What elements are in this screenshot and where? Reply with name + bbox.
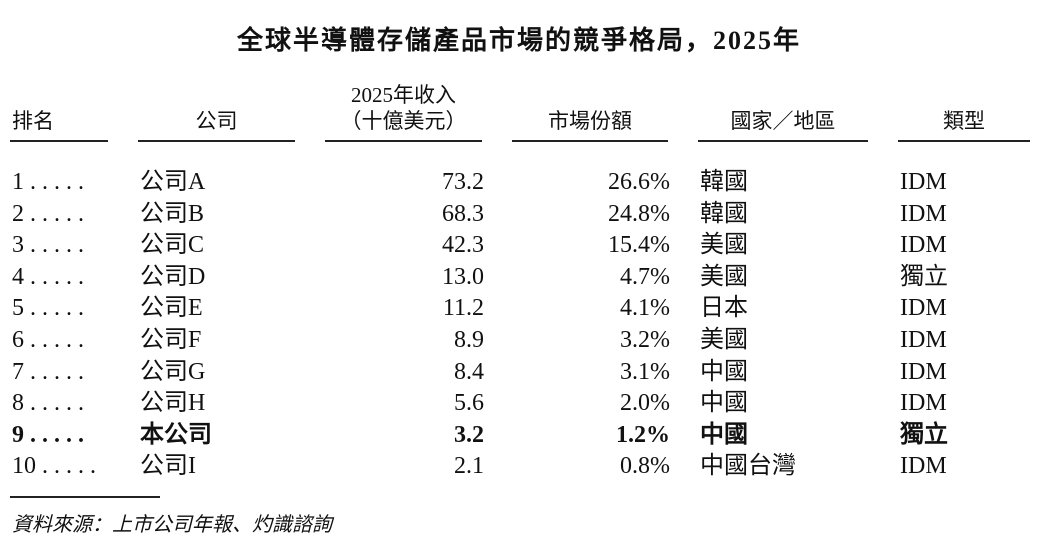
table-cell: 公司D: [140, 263, 206, 290]
table-cell: 5.6: [454, 390, 484, 417]
column-header: 公司: [195, 109, 238, 133]
table-cell: 42.3: [442, 232, 484, 259]
table-cell: 公司E: [140, 295, 203, 322]
table-cell: IDM: [900, 169, 947, 195]
table-cell: IDM: [900, 390, 947, 417]
table-cell: 0.8%: [620, 453, 670, 480]
column-header: 市場份額: [548, 109, 632, 133]
table-cell: 15.4%: [608, 232, 670, 259]
table-cell: IDM: [900, 200, 947, 227]
table-cell: 中國: [700, 358, 748, 385]
table-cell: 公司A: [140, 169, 206, 195]
table-cell: 公司G: [140, 358, 206, 385]
table-cell: 3 . . . . .: [12, 232, 84, 259]
table-cell: 公司I: [140, 453, 196, 480]
table-cell: 2 . . . . .: [12, 200, 84, 227]
table-cell: 4.7%: [620, 263, 670, 290]
table-cell: 8.9: [454, 327, 484, 353]
table-cell: 10 . . . . .: [12, 453, 96, 480]
header-rule: [138, 140, 295, 142]
column-header: 排名: [12, 109, 54, 133]
table-cell: 獨立: [900, 263, 948, 290]
table-cell: 26.6%: [608, 169, 670, 195]
table-cell: 11.2: [442, 295, 484, 322]
table-cell: 公司B: [140, 200, 205, 227]
column-header: 類型: [943, 109, 985, 133]
table-cell: 7 . . . . .: [12, 358, 84, 385]
table-cell: IDM: [900, 358, 947, 385]
table-cell: 公司F: [140, 327, 202, 353]
header-rule: [10, 140, 108, 142]
table-cell: 韓國: [700, 200, 748, 227]
table-cell: 4 . . . . .: [12, 263, 84, 290]
table-cell: 日本: [700, 295, 748, 322]
source: 資料來源：上市公司年報、灼識諮詢: [12, 514, 332, 536]
table-cell: 美國: [700, 232, 748, 259]
header-rule: [898, 140, 1030, 142]
table-cell: IDM: [900, 453, 947, 480]
table-cell: 24.8%: [608, 200, 670, 227]
table-cell: 8 . . . . .: [12, 390, 84, 417]
table-cell: 3.2%: [620, 327, 670, 353]
table-cell: 1.2%: [616, 421, 670, 448]
column-header: （十億美元）: [340, 109, 467, 133]
header-rule: [698, 140, 868, 142]
table-cell: 公司C: [140, 232, 205, 259]
header-rule: [512, 140, 668, 142]
source-rule: [10, 496, 160, 498]
table-cell: 美國: [700, 263, 748, 290]
table-cell: 3.1%: [620, 358, 670, 385]
table-cell: 68.3: [442, 200, 484, 227]
table-cell: 本公司: [140, 421, 212, 448]
table-cell: 中國: [700, 390, 748, 417]
table-cell: 5 . . . . .: [12, 295, 84, 322]
table-cell: 美國: [700, 327, 748, 353]
table-cell: 6 . . . . .: [12, 327, 84, 353]
table-cell: 獨立: [900, 421, 948, 448]
table-cell: 3.2: [454, 421, 484, 448]
header-rule: [325, 140, 482, 142]
table-cell: 韓國: [700, 169, 748, 195]
table-cell: 9 . . . . .: [12, 421, 84, 448]
title: 全球半導體存儲產品市場的競爭格局，2025年: [236, 26, 801, 55]
table-cell: 中國: [700, 421, 748, 448]
table-cell: 2.0%: [620, 390, 670, 417]
table-cell: IDM: [900, 232, 947, 259]
table-cell: 1 . . . . .: [12, 169, 84, 195]
table-cell: 73.2: [442, 169, 484, 195]
table-cell: IDM: [900, 327, 947, 353]
table-cell: 2.1: [454, 453, 484, 480]
table-cell: 13.0: [442, 263, 484, 290]
column-header: 2025年收入: [351, 83, 456, 107]
table-cell: 公司H: [140, 390, 206, 417]
table-cell: 4.1%: [620, 295, 670, 322]
table-cell: 中國台灣: [700, 453, 796, 480]
column-header: 國家／地區: [730, 109, 836, 133]
table-cell: 8.4: [454, 358, 484, 385]
table-cell: IDM: [900, 295, 947, 322]
